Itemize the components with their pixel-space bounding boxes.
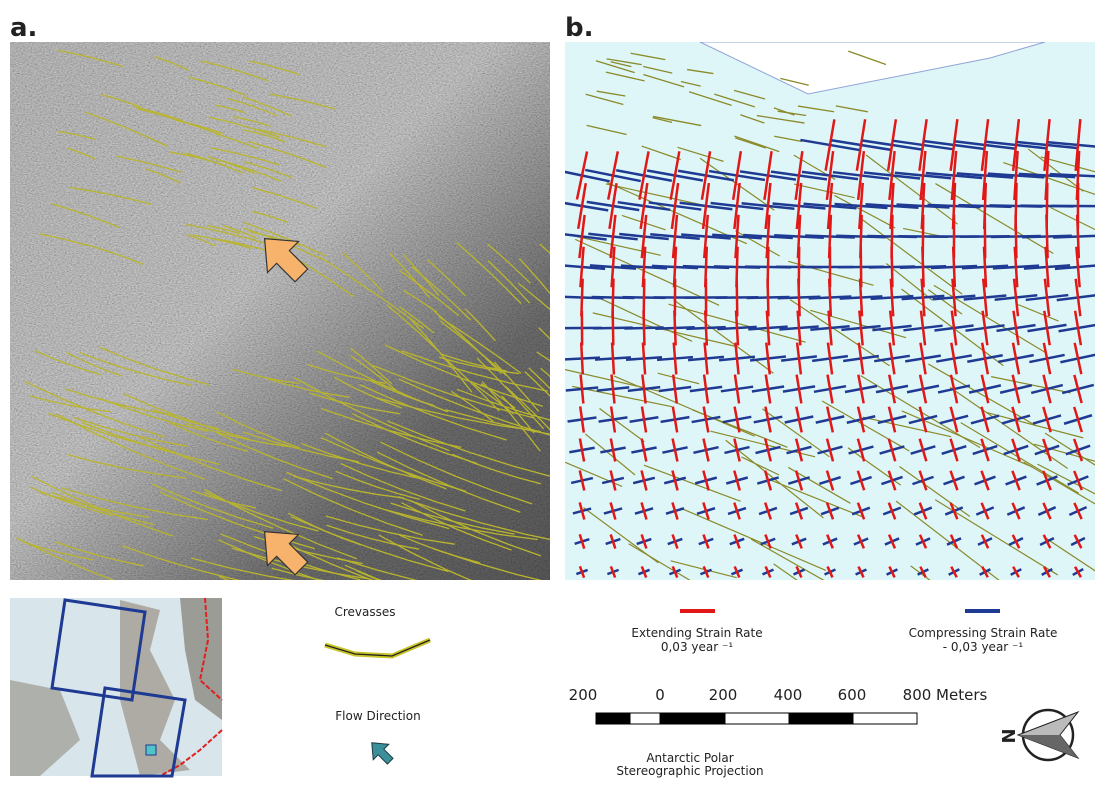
legend-swatch: [325, 640, 430, 656]
inset-map: [10, 598, 222, 776]
image-shade: [10, 42, 550, 580]
legend-label: Crevasses: [334, 605, 395, 619]
legend-arrow: [364, 735, 398, 769]
satellite-image: [10, 42, 621, 619]
panel-label: b.: [565, 13, 594, 43]
scale-segment: [596, 713, 630, 724]
scale-segment: [789, 713, 853, 724]
scale-label: 0: [655, 686, 665, 704]
scale-segment: [630, 713, 660, 724]
projection-label: Antarctic Polar: [646, 751, 733, 765]
scale-label: 400: [774, 686, 803, 704]
scale-label: 200: [709, 686, 738, 704]
legend-label: Extending Strain Rate: [631, 626, 762, 640]
legend-label: Flow Direction: [335, 709, 420, 723]
legend-label: 0,03 year ⁻¹: [661, 640, 733, 654]
extending-strain: [581, 343, 583, 375]
crevasse: [219, 576, 327, 613]
scale-bar: 200 0 200 400 600 800 Meters: [569, 686, 988, 724]
panel-label: a.: [10, 13, 37, 43]
north-label: N: [999, 728, 1020, 743]
extending-strain: [674, 311, 675, 346]
extending-strain: [644, 311, 645, 346]
scale-segment: [660, 713, 725, 724]
legend-label: - 0,03 year ⁻¹: [943, 640, 1024, 654]
scale-segment: [853, 713, 917, 724]
scale-label: 600: [838, 686, 867, 704]
extending-strain: [705, 311, 707, 346]
extending-strain: [613, 311, 614, 346]
scale-segment: [725, 713, 789, 724]
north-arrow: N: [999, 710, 1078, 760]
strain-map: [554, 42, 1105, 653]
projection-label: Stereographic Projection: [616, 764, 763, 778]
study-area: [146, 745, 156, 755]
legend-label: Compressing Strain Rate: [909, 626, 1058, 640]
scale-label: 800 Meters: [903, 686, 988, 704]
scale-label: 200: [569, 686, 598, 704]
figure: a. b. Crevasses Flow Direction Extending…: [0, 0, 1105, 781]
